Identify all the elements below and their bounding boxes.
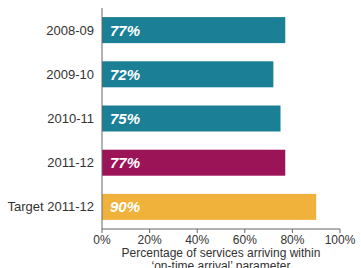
data-label: 90% bbox=[110, 198, 140, 215]
y-axis bbox=[102, 8, 103, 229]
data-label: 77% bbox=[110, 154, 140, 171]
bar bbox=[102, 17, 285, 43]
data-label: 77% bbox=[110, 22, 140, 39]
category-label: 2011-12 bbox=[47, 155, 94, 170]
data-label: 75% bbox=[110, 110, 140, 127]
x-axis-title-line: ‘on-time arrival’ parameter bbox=[152, 259, 291, 268]
x-tick-label: 60% bbox=[233, 233, 257, 247]
bar bbox=[102, 150, 285, 176]
category-label: 2008-09 bbox=[46, 23, 94, 38]
x-axis bbox=[102, 229, 340, 230]
category-label: 2009-10 bbox=[46, 67, 94, 82]
x-axis-title: Percentage of services arriving within‘o… bbox=[122, 246, 321, 268]
x-tick-label: 40% bbox=[185, 233, 209, 247]
category-label: Target 2011-12 bbox=[8, 199, 95, 214]
chart: 2008-09 77% 2009-10 72% 2010-11 75% 2011-12 77%… bbox=[0, 0, 361, 268]
bar bbox=[102, 194, 316, 220]
x-tick-label: 0% bbox=[93, 233, 111, 247]
labels: 2008-09 77% 2009-10 72% 2010-11 75% 2011-12 77%… bbox=[8, 22, 141, 216]
x-tick-label: 20% bbox=[138, 233, 162, 247]
bar bbox=[102, 61, 273, 87]
x-tick-label: 80% bbox=[280, 233, 304, 247]
category-label: 2010-11 bbox=[47, 111, 94, 126]
bars bbox=[102, 17, 316, 220]
x-tick-label: 100% bbox=[325, 233, 356, 247]
data-label: 72% bbox=[110, 66, 140, 83]
bar bbox=[102, 106, 281, 132]
